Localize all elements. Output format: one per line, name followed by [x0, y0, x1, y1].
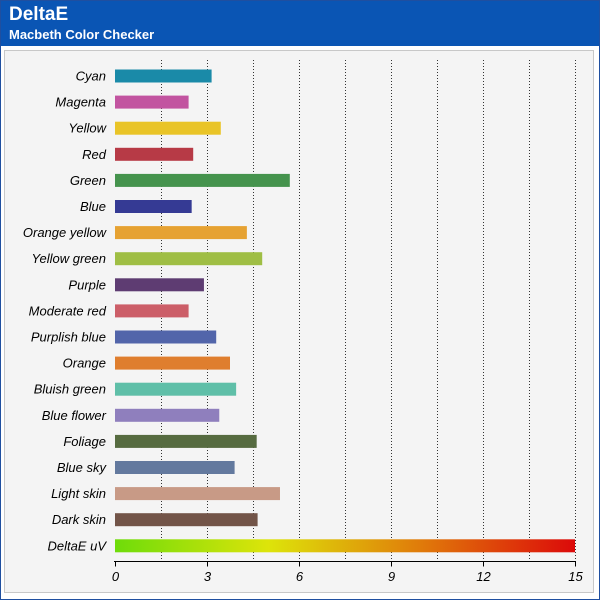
category-label: Yellow [68, 121, 107, 136]
bar-red [115, 147, 194, 161]
category-label: Light skin [51, 486, 106, 501]
category-label: Moderate red [29, 303, 107, 318]
category-label: DeltaE uV [47, 538, 107, 553]
category-label: Purplish blue [31, 330, 106, 345]
category-label: Purple [68, 277, 106, 292]
bar-orange [115, 356, 230, 370]
chart-header: DeltaE Macbeth Color Checker [1, 1, 599, 46]
category-label: Orange [63, 356, 106, 371]
bar-blue [115, 200, 192, 213]
bar-dark-skin [115, 513, 258, 527]
bar-yellow-green [115, 252, 263, 266]
category-label: Cyan [76, 69, 106, 84]
category-label: Blue flower [42, 408, 107, 423]
bar-blue-sky [115, 461, 235, 474]
bar-green [115, 173, 290, 187]
category-label: Dark skin [52, 512, 106, 527]
bar-purplish-blue [115, 330, 217, 344]
bar-yellow [115, 121, 221, 135]
grid-lines [161, 60, 576, 560]
category-label: Bluish green [34, 382, 106, 397]
category-label: Foliage [63, 434, 106, 449]
x-tick-label: 12 [476, 569, 491, 584]
bar-light-skin [115, 487, 280, 501]
x-tick-label: 15 [568, 569, 583, 584]
bar-blue-flower [115, 408, 220, 422]
x-tick-label: 3 [204, 569, 212, 584]
x-tick-label: 9 [388, 569, 395, 584]
bar-cyan [115, 69, 212, 83]
category-label: Orange yellow [23, 225, 108, 240]
bar-deltae-uv [115, 539, 575, 553]
bar-magenta [115, 95, 189, 109]
category-label: Yellow green [32, 251, 106, 266]
bar-moderate-red [115, 304, 189, 318]
category-label: Red [82, 147, 107, 162]
category-label: Blue sky [57, 460, 108, 475]
category-label: Green [70, 173, 106, 188]
chart-title: DeltaE [9, 4, 69, 25]
bars [115, 69, 575, 553]
category-label: Magenta [55, 95, 106, 110]
bar-orange-yellow [115, 226, 247, 240]
category-label: Blue [80, 199, 106, 214]
x-axis: 0 3 6 9 12 15 [112, 561, 583, 584]
chart-subtitle: Macbeth Color Checker [9, 27, 155, 42]
x-tick-label: 0 [112, 569, 120, 584]
category-labels: Cyan Magenta Yellow Red Green Blue Orange yell… [23, 69, 108, 554]
bar-purple [115, 278, 204, 292]
x-tick-label: 6 [296, 569, 304, 584]
bar-foliage [115, 434, 257, 448]
bar-bluish-green [115, 382, 237, 396]
